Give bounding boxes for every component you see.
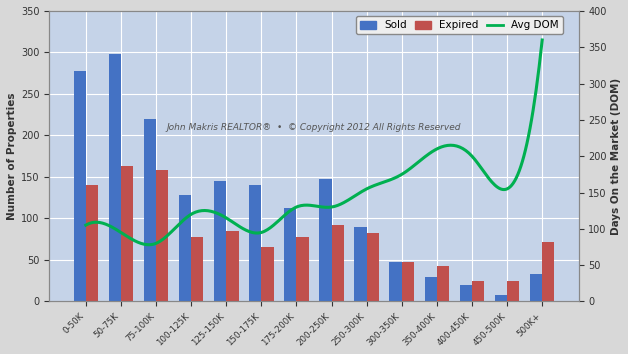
Bar bbox=[367, 233, 379, 302]
Avg DOM bbox=[82, 223, 90, 227]
Bar bbox=[144, 119, 156, 302]
Bar bbox=[472, 281, 484, 302]
Bar bbox=[191, 237, 203, 302]
Line: Avg DOM: Avg DOM bbox=[86, 40, 542, 245]
Bar bbox=[425, 276, 437, 302]
Bar bbox=[437, 266, 449, 302]
Y-axis label: Days On the Market (DOM): Days On the Market (DOM) bbox=[611, 78, 621, 235]
Legend: Sold, Expired, Avg DOM: Sold, Expired, Avg DOM bbox=[356, 16, 563, 34]
Bar bbox=[261, 247, 274, 302]
Text: John Makris REALTOR®  •  © Copyright 2012 All Rights Reserved: John Makris REALTOR® • © Copyright 2012 … bbox=[167, 122, 461, 132]
Avg DOM bbox=[468, 154, 476, 158]
Avg DOM bbox=[144, 242, 152, 247]
Bar bbox=[332, 225, 344, 302]
Bar bbox=[296, 237, 309, 302]
Bar bbox=[460, 285, 472, 302]
Bar bbox=[284, 208, 296, 302]
Bar bbox=[86, 185, 98, 302]
Avg DOM bbox=[538, 38, 546, 42]
Bar bbox=[354, 227, 367, 302]
Avg DOM bbox=[497, 187, 505, 191]
Bar bbox=[495, 295, 507, 302]
Bar bbox=[109, 54, 121, 302]
Bar bbox=[319, 179, 332, 302]
Bar bbox=[389, 262, 402, 302]
Bar bbox=[121, 166, 133, 302]
Bar bbox=[179, 195, 191, 302]
Avg DOM bbox=[354, 192, 361, 196]
Avg DOM bbox=[355, 191, 363, 195]
Bar bbox=[249, 185, 261, 302]
Bar bbox=[542, 242, 555, 302]
Bar bbox=[73, 71, 86, 302]
Bar bbox=[402, 262, 414, 302]
Bar bbox=[156, 170, 168, 302]
Bar bbox=[226, 231, 239, 302]
Bar bbox=[530, 274, 542, 302]
Bar bbox=[507, 281, 519, 302]
Avg DOM bbox=[84, 222, 91, 227]
Y-axis label: Number of Properties: Number of Properties bbox=[7, 92, 17, 220]
Avg DOM bbox=[363, 187, 371, 191]
Bar bbox=[214, 181, 226, 302]
